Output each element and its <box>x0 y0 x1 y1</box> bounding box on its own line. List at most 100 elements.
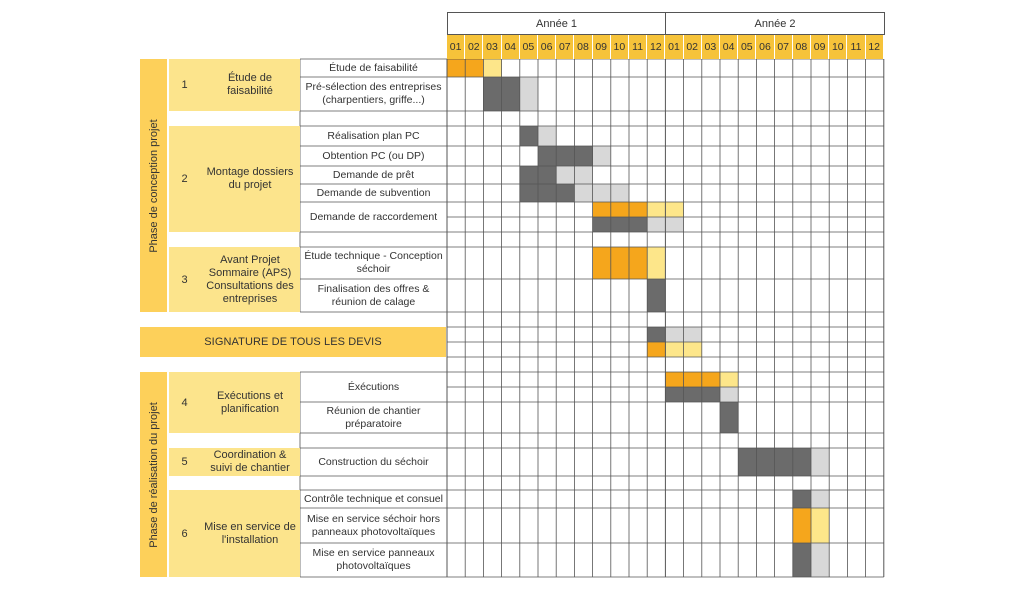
gantt-bar-cell <box>683 342 702 357</box>
signature-band: SIGNATURE DE TOUS LES DEVIS <box>140 327 446 357</box>
gantt-bar-cell <box>647 217 666 232</box>
gantt-bar-cell <box>592 202 611 217</box>
gantt-bar-cell <box>647 342 666 357</box>
gantt-bar-cell <box>683 327 702 342</box>
month-header-cell: 05 <box>738 35 757 59</box>
month-header-cell: 02 <box>465 35 484 59</box>
phase-conception-band: Phase de conception projet <box>140 59 167 312</box>
group-label-2: Montage dossiers du projet <box>200 126 300 232</box>
task-label: Obtention PC (ou DP) <box>322 149 425 162</box>
gantt-bar-cell <box>538 166 557 184</box>
gantt-bar-cell <box>738 448 757 476</box>
month-header-cell: 01 <box>447 35 466 59</box>
month-header-cell: 11 <box>629 35 648 59</box>
gantt-bar-cell <box>683 387 702 402</box>
month-header-cell: 06 <box>756 35 775 59</box>
gantt-bar-cell <box>665 202 684 217</box>
gantt-bar-cell <box>647 279 666 312</box>
task-label: Mise en service panneaux photovoltaïques <box>312 547 435 572</box>
group-number-5: 5 <box>169 448 200 476</box>
task-label: Réunion de chantier préparatoire <box>326 404 421 430</box>
gantt-bar-cell <box>574 146 593 166</box>
gantt-bar-cell <box>647 247 666 279</box>
month-header-cell: 01 <box>665 35 684 59</box>
gantt-bar-cell <box>501 77 520 111</box>
gantt-bar-cell <box>610 202 629 217</box>
month-header-cell: 09 <box>811 35 830 59</box>
year-header-2: Année 2 <box>665 12 885 35</box>
group-number-1: 1 <box>169 59 200 111</box>
gantt-bar-cell <box>574 184 593 202</box>
group-label-6: Mise en service de l'installation <box>200 490 300 577</box>
gantt-bar-cell <box>792 543 811 577</box>
month-header-cell: 07 <box>774 35 793 59</box>
year-header-1: Année 1 <box>447 12 666 35</box>
gantt-bar-cell <box>665 342 684 357</box>
month-header-cell: 08 <box>574 35 593 59</box>
gantt-bar-cell <box>556 146 575 166</box>
gantt-bar-cell <box>683 372 702 387</box>
month-header-cell: 10 <box>829 35 848 59</box>
month-header-cell: 12 <box>865 35 884 59</box>
month-header-cell: 11 <box>847 35 866 59</box>
gantt-bar-cell <box>519 184 538 202</box>
gantt-bar-cell <box>519 126 538 146</box>
gantt-bar-cell <box>811 543 830 577</box>
group-number-6: 6 <box>169 490 200 577</box>
group-label-4: Exécutions et planification <box>200 372 300 433</box>
month-header-cell: 04 <box>720 35 739 59</box>
phase-conception-label: Phase de conception projet <box>147 118 160 253</box>
phase-realisation-band: Phase de réalisation du projet <box>140 372 167 577</box>
gantt-bar-cell <box>792 508 811 543</box>
gantt-bar-cell <box>665 327 684 342</box>
task-label: Contrôle technique et consuel <box>304 492 443 505</box>
task-label: Demande de subvention <box>316 186 431 199</box>
gantt-bar-cell <box>629 247 648 279</box>
gantt-bar-cell <box>629 217 648 232</box>
month-header-cell: 03 <box>701 35 720 59</box>
gantt-bar-cell <box>556 184 575 202</box>
month-header-cell: 06 <box>538 35 557 59</box>
task-label: Finalisation des offres & réunion de cal… <box>317 282 430 308</box>
gantt-bar-cell <box>665 217 684 232</box>
month-header-cell: 05 <box>519 35 538 59</box>
gantt-bar-cell <box>556 166 575 184</box>
gantt-bar-cell <box>665 387 684 402</box>
phase-realisation-label: Phase de réalisation du projet <box>147 401 160 548</box>
gantt-bar-cell <box>720 402 739 433</box>
task-label: Demande de raccordement <box>309 210 438 223</box>
gantt-bar-cell <box>519 166 538 184</box>
month-header-cell: 04 <box>501 35 520 59</box>
gantt-bar-cell <box>483 59 502 77</box>
month-header-cell: 10 <box>610 35 629 59</box>
gantt-bar-cell <box>756 448 775 476</box>
gantt-bar-cell <box>811 490 830 508</box>
gantt-bar-cell <box>774 448 793 476</box>
gantt-bar-cell <box>629 202 648 217</box>
group-number-4: 4 <box>169 372 200 433</box>
gantt-bar-cell <box>465 59 484 77</box>
task-label: Mise en service séchoir hors panneaux ph… <box>306 512 441 538</box>
task-label: Réalisation plan PC <box>327 129 420 142</box>
gantt-bar-cell <box>792 448 811 476</box>
gantt-bar-cell <box>720 387 739 402</box>
task-label: Demande de prêt <box>332 168 415 181</box>
task-label: Construction du séchoir <box>318 455 429 468</box>
gantt-bar-cell <box>592 217 611 232</box>
gantt-bar-cell <box>720 372 739 387</box>
gantt-bar-cell <box>574 166 593 184</box>
group-number-2: 2 <box>169 126 200 232</box>
gantt-bar-cell <box>792 490 811 508</box>
gantt-bar-cell <box>811 448 830 476</box>
task-label: Pré-sélection des entreprises (charpenti… <box>305 81 442 106</box>
gantt-bar-cell <box>701 387 720 402</box>
gantt-bar-cell <box>447 59 466 77</box>
task-label: Étude de faisabilité <box>329 61 418 74</box>
gantt-bar-cell <box>592 184 611 202</box>
task-label: Étude technique - Conception séchoir <box>304 250 443 275</box>
gantt-bar-cell <box>483 77 502 111</box>
month-header-cell: 08 <box>792 35 811 59</box>
gantt-bar-cell <box>701 372 720 387</box>
month-header-cell: 07 <box>556 35 575 59</box>
gantt-bar-cell <box>665 372 684 387</box>
